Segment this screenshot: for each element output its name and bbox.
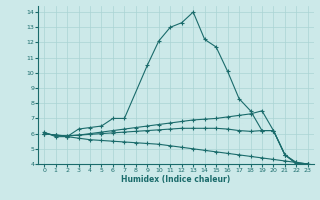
X-axis label: Humidex (Indice chaleur): Humidex (Indice chaleur) [121,175,231,184]
